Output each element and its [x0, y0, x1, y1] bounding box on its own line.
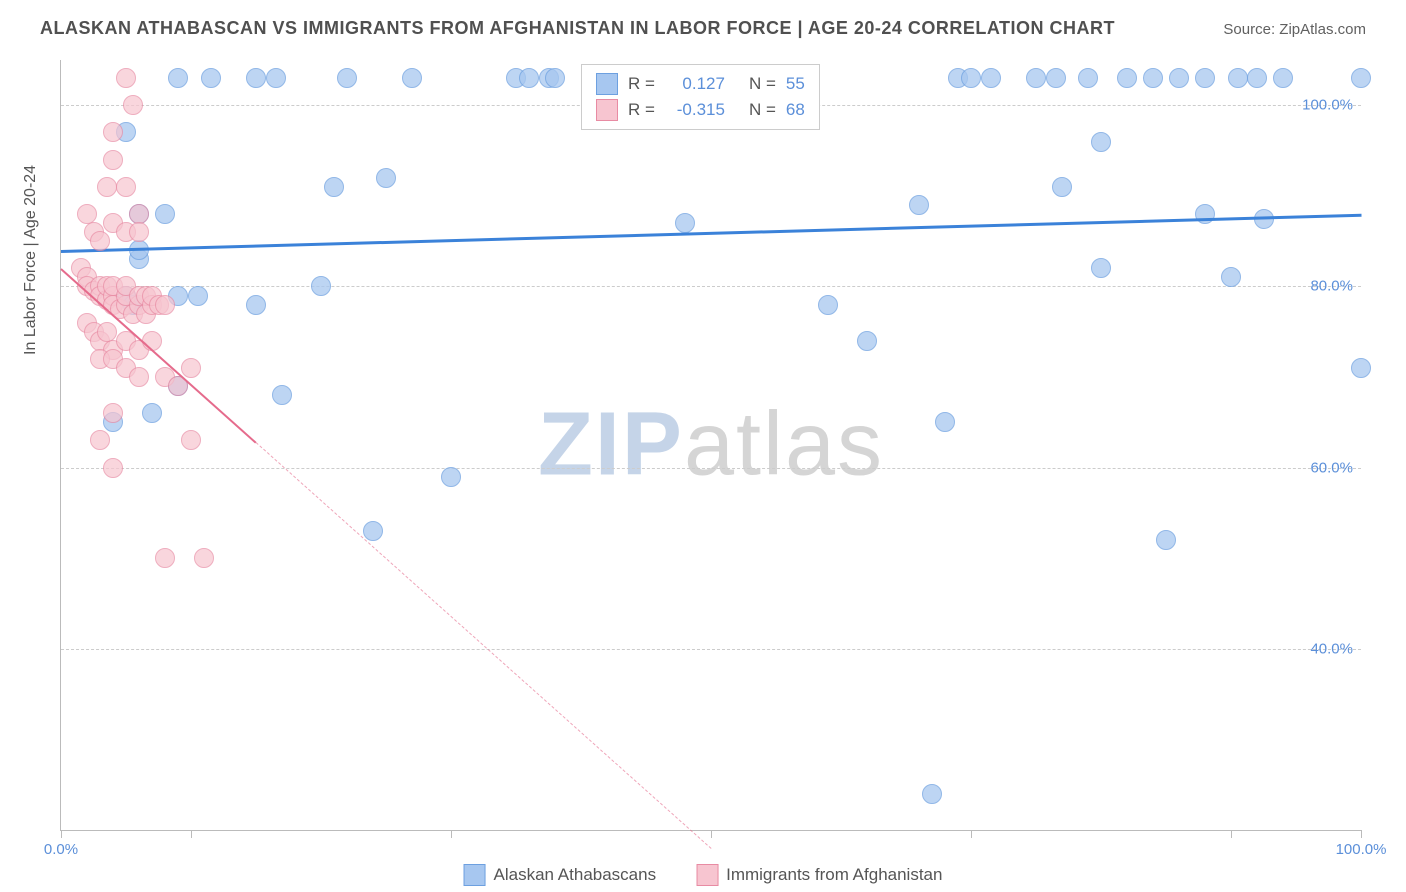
scatter-point: [1143, 68, 1163, 88]
legend-swatch-2: [696, 864, 718, 886]
scatter-point: [246, 295, 266, 315]
watermark: ZIPatlas: [538, 394, 884, 497]
x-tick-mark: [1231, 830, 1232, 838]
scatter-point: [103, 150, 123, 170]
stats-box: R =0.127N =55R =-0.315N =68: [581, 64, 820, 130]
scatter-point: [1169, 68, 1189, 88]
x-tick-mark: [1361, 830, 1362, 838]
scatter-point: [272, 385, 292, 405]
scatter-point: [1247, 68, 1267, 88]
scatter-point: [1221, 267, 1241, 287]
scatter-point: [1156, 530, 1176, 550]
y-tick-label: 100.0%: [1302, 97, 1353, 114]
scatter-point: [103, 122, 123, 142]
y-tick-label: 80.0%: [1310, 278, 1353, 295]
scatter-point: [266, 68, 286, 88]
scatter-point: [181, 358, 201, 378]
scatter-point: [90, 231, 110, 251]
gridline-h: [61, 649, 1361, 650]
x-tick-mark: [971, 830, 972, 838]
scatter-point: [1195, 68, 1215, 88]
scatter-point: [363, 521, 383, 541]
scatter-point: [129, 204, 149, 224]
scatter-point: [129, 367, 149, 387]
scatter-point: [402, 68, 422, 88]
scatter-point: [675, 213, 695, 233]
scatter-point: [155, 204, 175, 224]
scatter-point: [103, 403, 123, 423]
scatter-point: [376, 168, 396, 188]
trend-line-solid: [61, 214, 1361, 253]
scatter-point: [1091, 258, 1111, 278]
stats-swatch: [596, 99, 618, 121]
legend-swatch-1: [464, 864, 486, 886]
scatter-point: [337, 68, 357, 88]
scatter-point: [168, 68, 188, 88]
scatter-point: [961, 68, 981, 88]
scatter-point: [142, 403, 162, 423]
scatter-point: [123, 95, 143, 115]
scatter-point: [1117, 68, 1137, 88]
chart-container: ALASKAN ATHABASCAN VS IMMIGRANTS FROM AF…: [0, 0, 1406, 892]
scatter-point: [77, 204, 97, 224]
x-tick-mark: [191, 830, 192, 838]
scatter-point: [1052, 177, 1072, 197]
scatter-point: [935, 412, 955, 432]
gridline-h: [61, 286, 1361, 287]
scatter-point: [1046, 68, 1066, 88]
scatter-point: [103, 458, 123, 478]
scatter-point: [1351, 68, 1371, 88]
scatter-point: [545, 68, 565, 88]
x-tick-mark: [711, 830, 712, 838]
y-axis-label: In Labor Force | Age 20-24: [22, 165, 40, 355]
scatter-point: [155, 548, 175, 568]
bottom-legend: Alaskan Athabascans Immigrants from Afgh…: [464, 864, 943, 886]
scatter-point: [188, 286, 208, 306]
plot-area: ZIPatlas 40.0%60.0%80.0%100.0%0.0%100.0%…: [60, 60, 1361, 831]
stats-swatch: [596, 73, 618, 95]
scatter-point: [1351, 358, 1371, 378]
scatter-point: [201, 68, 221, 88]
scatter-point: [922, 784, 942, 804]
scatter-point: [981, 68, 1001, 88]
scatter-point: [181, 430, 201, 450]
stats-row: R =0.127N =55: [596, 71, 805, 97]
scatter-point: [1228, 68, 1248, 88]
legend-item-series2: Immigrants from Afghanistan: [696, 864, 942, 886]
source-label: Source: ZipAtlas.com: [1223, 21, 1366, 38]
scatter-point: [142, 331, 162, 351]
scatter-point: [909, 195, 929, 215]
scatter-point: [246, 68, 266, 88]
scatter-point: [311, 276, 331, 296]
scatter-point: [1091, 132, 1111, 152]
stats-row: R =-0.315N =68: [596, 97, 805, 123]
scatter-point: [1078, 68, 1098, 88]
scatter-point: [324, 177, 344, 197]
scatter-point: [116, 68, 136, 88]
scatter-point: [194, 548, 214, 568]
gridline-h: [61, 468, 1361, 469]
scatter-point: [857, 331, 877, 351]
legend-item-series1: Alaskan Athabascans: [464, 864, 657, 886]
header-row: ALASKAN ATHABASCAN VS IMMIGRANTS FROM AF…: [40, 18, 1366, 39]
y-tick-label: 40.0%: [1310, 640, 1353, 657]
scatter-point: [155, 295, 175, 315]
scatter-point: [116, 177, 136, 197]
scatter-point: [519, 68, 539, 88]
scatter-point: [129, 222, 149, 242]
scatter-point: [441, 467, 461, 487]
scatter-point: [1273, 68, 1293, 88]
scatter-point: [97, 322, 117, 342]
trend-line-dashed: [256, 442, 712, 849]
chart-title: ALASKAN ATHABASCAN VS IMMIGRANTS FROM AF…: [40, 18, 1115, 39]
x-tick-mark: [451, 830, 452, 838]
x-tick-mark: [61, 830, 62, 838]
scatter-point: [818, 295, 838, 315]
scatter-point: [97, 177, 117, 197]
y-tick-label: 60.0%: [1310, 459, 1353, 476]
x-tick-label: 0.0%: [44, 841, 78, 858]
x-tick-label: 100.0%: [1336, 841, 1387, 858]
scatter-point: [90, 430, 110, 450]
scatter-point: [1026, 68, 1046, 88]
